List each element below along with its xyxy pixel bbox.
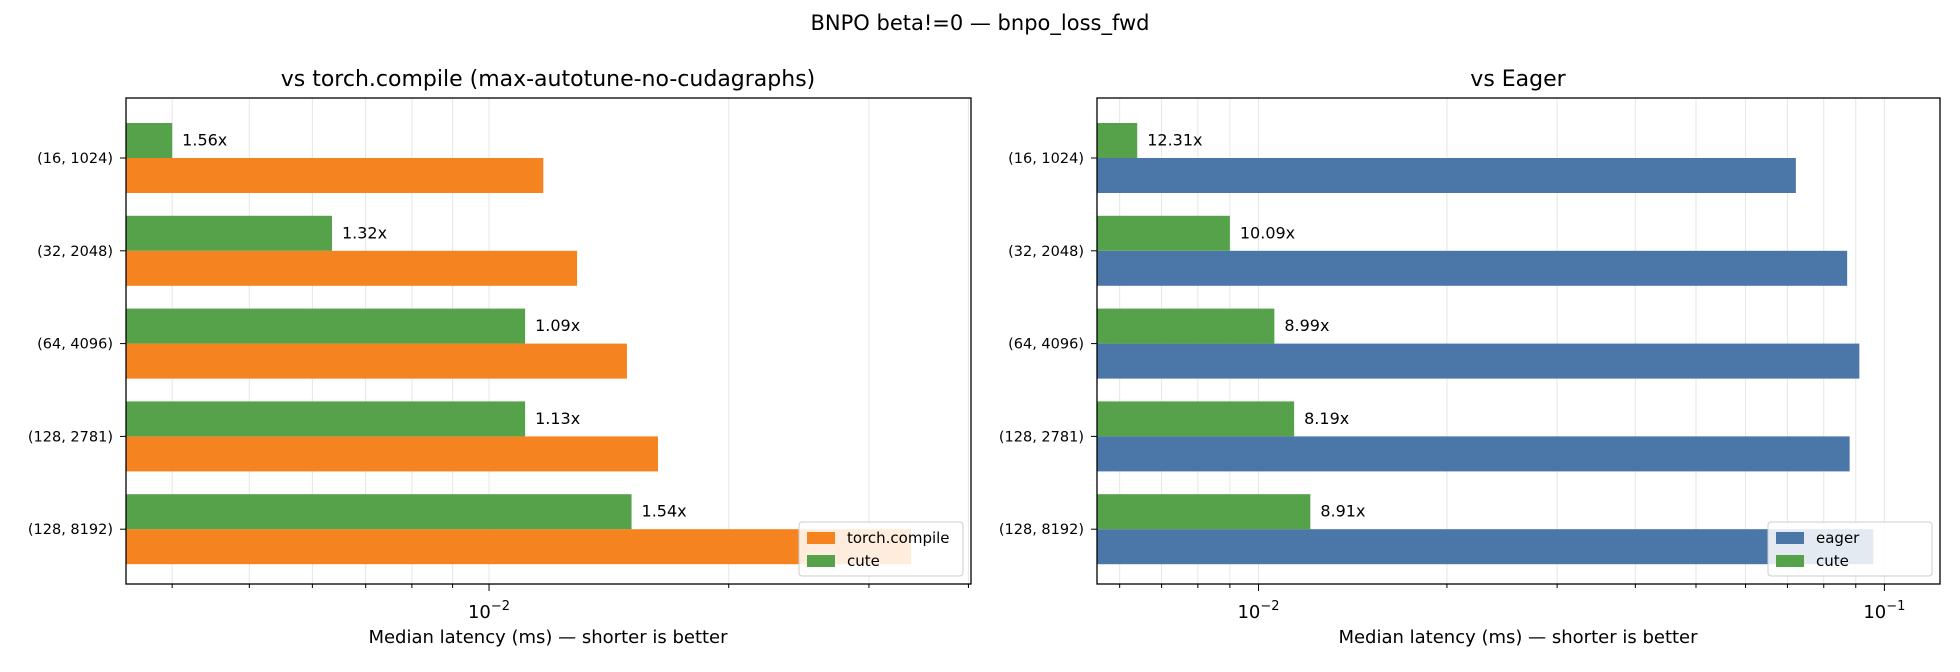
legend-label: cute [1816,552,1849,570]
y-tick-label: (128, 2781) [999,429,1084,445]
speedup-label: 8.99x [1284,316,1329,335]
bar-cute [1097,401,1295,437]
legend-swatch [807,555,835,567]
legend-swatch [1776,555,1804,567]
panel-title: vs Eager [1470,67,1566,92]
bar-torch-compile [126,343,627,379]
y-tick-label: (64, 4096) [1008,337,1084,353]
y-tick-label: (16, 1024) [37,151,113,167]
panel-vs-eager: vs Eager Median latency (ms) — shorter i… [999,67,1941,648]
bar-eager [1097,158,1796,193]
bar-torch-compile [126,158,544,193]
x-axis-label: Median latency (ms) — shorter is better [1338,627,1698,648]
speedup-label: 1.09x [535,316,580,335]
bar-cute [1097,123,1138,158]
x-axis-label: Median latency (ms) — shorter is better [368,627,728,648]
bar-torch-compile [126,529,912,565]
y-tick-label: (128, 8192) [28,522,113,538]
bar-eager [1097,529,1874,565]
bar-eager [1097,436,1850,472]
legend-label: cute [847,552,880,570]
speedup-label: 8.91x [1320,502,1365,521]
bar-eager [1097,250,1848,286]
axes-frame [1096,97,1941,585]
legend-box [1767,521,1933,577]
axes-frame [125,97,972,585]
legend-label: torch.compile [847,529,950,547]
legend-swatch [807,532,835,544]
bar-cute [126,308,526,344]
bar-cute [1097,308,1275,344]
speedup-label: 1.13x [535,409,580,428]
legend-swatch [1776,532,1804,544]
y-tick-label: (32, 2048) [37,244,113,260]
y-tick-label: (128, 2781) [28,429,113,445]
speedup-label: 10.09x [1240,223,1295,242]
legend-label: eager [1816,529,1860,547]
y-tick-label: (16, 1024) [1008,151,1084,167]
speedup-label: 1.54x [642,502,687,521]
speedup-label: 1.56x [182,131,227,150]
speedup-label: 12.31x [1147,131,1202,150]
x-tick-label: 10−2 [1237,599,1279,623]
bar-cute [1097,494,1311,530]
bar-torch-compile [126,250,578,286]
y-tick-label: (128, 8192) [999,522,1084,538]
legend-box [798,521,964,577]
panel-vs-torch-compile: vs torch.compile (max-autotune-no-cudagr… [28,67,972,648]
y-tick-label: (64, 4096) [37,337,113,353]
bar-cute [126,215,332,251]
x-tick-label: 10−1 [1863,599,1905,623]
panel-title: vs torch.compile (max-autotune-no-cudagr… [281,67,816,92]
figure-title: BNPO beta!=0 — bnpo_loss_fwd [811,11,1150,36]
bar-torch-compile [126,436,658,472]
x-tick-label: 10−2 [468,599,510,623]
bar-cute [126,494,632,530]
bar-eager [1097,343,1860,379]
bar-cute [126,123,173,158]
bar-cute [1097,215,1230,251]
bar-cute [126,401,526,437]
speedup-label: 8.19x [1304,409,1349,428]
y-tick-label: (32, 2048) [1008,244,1084,260]
speedup-label: 1.32x [342,223,387,242]
